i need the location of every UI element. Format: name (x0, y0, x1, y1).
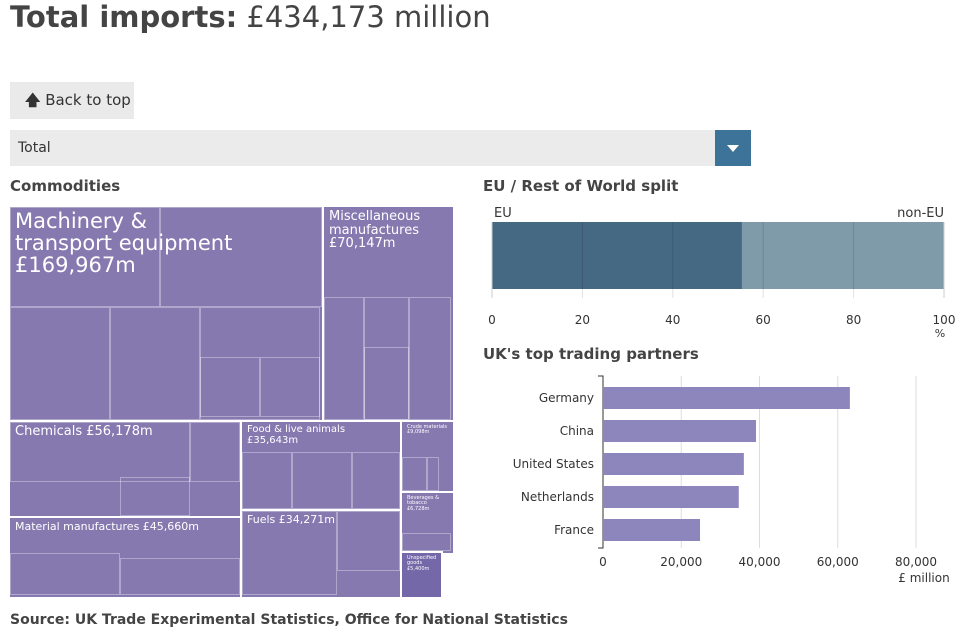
treemap-label: Miscellaneous manufactures £70,147m (329, 209, 421, 252)
arrow-up-icon: 🡅 (25, 91, 41, 109)
eu-split-title: EU / Rest of World split (483, 177, 679, 195)
x-tick-label: 60,000 (817, 555, 859, 569)
treemap-title: Commodities (10, 177, 121, 195)
partner-bar (603, 453, 744, 475)
page-title: Total imports: £434,173 million (10, 0, 491, 34)
treemap-subtile (200, 307, 320, 420)
partners-title: UK's top trading partners (483, 345, 699, 363)
treemap-label: Fuels £34,271m (247, 513, 335, 526)
treemap-subtile (190, 422, 240, 482)
partner-bar (603, 420, 756, 442)
treemap-subtile (402, 457, 427, 491)
x-tick-label: 40,000 (739, 555, 781, 569)
treemap-tile[interactable]: Machinery & transport equipment £169,967… (8, 205, 326, 424)
partner-bar (603, 519, 701, 541)
partner-bar (603, 387, 850, 409)
treemap-subtile (200, 357, 260, 417)
treemap-tile[interactable]: Material manufactures £45,660m (8, 516, 244, 599)
treemap-label: Unspecified goods £5,400m (407, 555, 437, 572)
partners-chart: 0 20,000 40,000 60,000 80,000 Germany China Uni… (513, 375, 950, 585)
commodity-select[interactable]: Total (10, 130, 751, 166)
treemap-label: Machinery & transport equipment £169,967… (15, 209, 233, 278)
partner-label: China (560, 424, 594, 438)
treemap-tile[interactable]: Unspecified goods £5,400m (400, 551, 443, 599)
treemap-subtile (110, 307, 200, 420)
treemap-subtile (427, 457, 439, 491)
treemap-subtile (10, 422, 190, 482)
back-to-top-button[interactable]: 🡅 Back to top (10, 82, 134, 119)
x-tick-label: 20 (575, 313, 590, 327)
treemap-subtile (409, 297, 451, 420)
x-tick-label: 80 (846, 313, 861, 327)
x-axis-unit: £ million (898, 571, 949, 585)
treemap-subtile (242, 452, 292, 509)
treemap-subtile (292, 452, 352, 509)
treemap-subtile (10, 553, 120, 595)
treemap-label: Chemicals £56,178m (15, 424, 153, 439)
x-axis-unit: % (935, 327, 945, 340)
x-tick-label: 0 (599, 555, 607, 569)
partner-bar (603, 486, 739, 508)
eu-label: EU (494, 206, 512, 221)
treemap-tile[interactable]: Fuels £34,271m (240, 509, 404, 599)
treemap-label: Crude materials £9,098m (407, 424, 448, 436)
x-tick-label: 40 (665, 313, 680, 327)
treemap-tile[interactable]: Food & live animals £35,643m (240, 420, 404, 513)
treemap-label: Beverages & tobacco £6,728m (407, 495, 440, 512)
treemap-label: Food & live animals £35,643m (247, 424, 346, 446)
treemap-subtile (120, 558, 240, 595)
treemap-tile[interactable]: Miscellaneous manufactures £70,147m (322, 205, 455, 424)
treemap-subtile (160, 207, 322, 307)
partner-label: Netherlands (521, 490, 594, 504)
treemap-subtile (10, 207, 160, 307)
treemap-tile[interactable]: Chemicals £56,178m (8, 420, 244, 520)
partner-label: Germany (539, 391, 594, 405)
treemap-tile[interactable]: Beverages & tobacco £6,728m (400, 491, 455, 555)
treemap-subtile (242, 511, 337, 595)
treemap-subtile (402, 533, 451, 551)
non-eu-label: non-EU (897, 206, 944, 221)
x-tick-label: 20,000 (660, 555, 702, 569)
x-tick-label: 100 (933, 313, 956, 327)
partner-label: United States (513, 457, 594, 471)
y-axis (598, 375, 604, 549)
treemap-subtile (260, 357, 320, 417)
treemap-subtile (324, 297, 364, 420)
treemap-label: Material manufactures £45,660m (15, 520, 200, 533)
treemap-subtile (364, 347, 409, 420)
chevron-down-icon[interactable] (715, 130, 751, 166)
treemap-tile[interactable]: Crude materials £9,098m (400, 420, 455, 495)
treemap-subtile (352, 452, 400, 509)
eu-split-chart: EU non-EU 0 20 40 60 80 100% (488, 206, 956, 340)
eu-bar (492, 222, 742, 289)
treemap-subtile (10, 307, 110, 420)
partner-label: France (554, 523, 594, 537)
x-tick-label: 80,000 (895, 555, 937, 569)
source-note: Source: UK Trade Experimental Statistics… (10, 612, 568, 628)
treemap-subtile (120, 477, 190, 516)
x-tick-label: 0 (488, 313, 496, 327)
non-eu-bar (741, 222, 944, 289)
treemap-subtile (337, 511, 400, 571)
treemap-subtile (364, 297, 409, 420)
x-tick-label: 60 (756, 313, 771, 327)
